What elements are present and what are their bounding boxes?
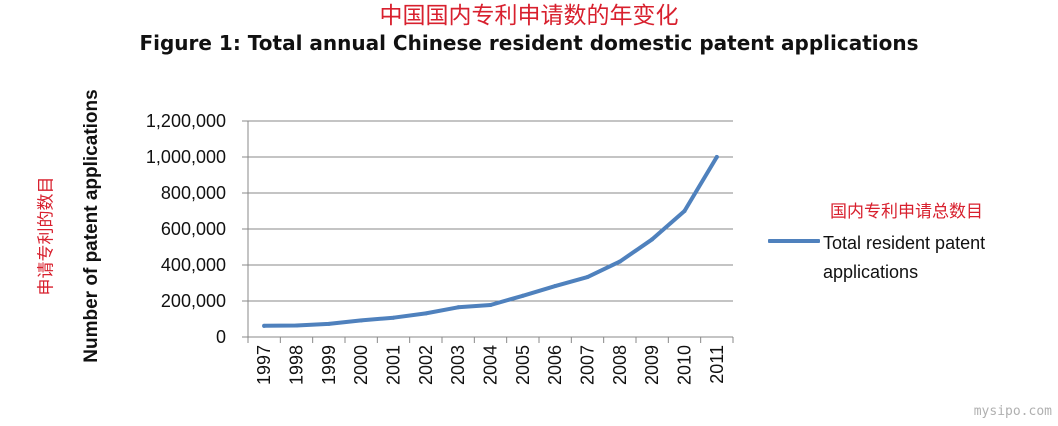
y-tick-label: 0 [216,327,226,347]
x-tick-label: 1999 [319,345,339,385]
y-tick-label: 1,000,000 [146,147,226,167]
series-line [262,155,719,328]
data-point [262,323,267,328]
data-point [650,237,655,242]
data-point [488,302,493,307]
data-point [617,259,622,264]
data-point [714,155,719,159]
y-tick-label: 600,000 [161,219,226,239]
legend-title-chinese: 国内专利申请总数目 [830,202,983,222]
data-point [585,275,590,280]
data-point [391,315,396,320]
x-tick-label: 2009 [642,345,662,385]
x-tick-label: 2003 [448,345,468,385]
data-point [553,284,558,289]
chart-title-chinese: 中国国内专利申请数的年变化 [379,3,679,29]
x-tick-label: 2002 [416,345,436,385]
y-tick-label: 1,200,000 [146,111,226,131]
x-tick-label: 2011 [707,345,727,384]
x-tick-label: 1998 [287,345,307,385]
legend-swatch [768,239,820,243]
data-point [294,323,299,328]
x-tick-label: 2000 [351,345,371,385]
chart-title: Figure 1: Total annual Chinese resident … [139,31,919,55]
watermark: mysipo.com [973,404,1052,419]
x-tick-label: 2008 [610,345,630,385]
x-tick-label: 2005 [513,345,533,385]
x-tick-label: 2006 [545,345,565,385]
data-point [326,321,331,326]
x-tick-label: 2001 [384,345,404,385]
data-point [456,305,461,310]
y-tick-label: 400,000 [161,255,226,275]
legend-label: Total resident patent applications [823,233,986,282]
x-tick-label: 2010 [675,345,695,385]
data-point [682,209,687,213]
y-tick-label: 200,000 [161,291,226,311]
y-tick-label: 800,000 [161,183,226,203]
data-point [520,293,525,298]
data-point [423,311,428,316]
x-tick-label: 2004 [481,345,501,385]
data-point [359,318,364,323]
x-tick-label: 2007 [578,345,598,385]
x-tick-label: 1997 [254,345,274,385]
